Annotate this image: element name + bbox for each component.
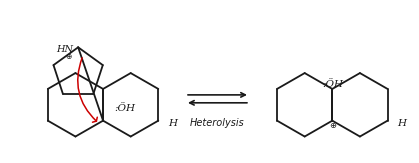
Text: Heterolysis: Heterolysis	[190, 118, 244, 128]
Text: ⊕: ⊕	[329, 121, 336, 130]
Text: HN: HN	[56, 45, 72, 54]
Text: ⊕: ⊕	[65, 52, 71, 61]
Text: :ÖH: :ÖH	[114, 104, 135, 113]
Text: H: H	[397, 119, 406, 128]
Text: H: H	[168, 119, 177, 128]
Text: :ÖH: :ÖH	[322, 81, 343, 89]
